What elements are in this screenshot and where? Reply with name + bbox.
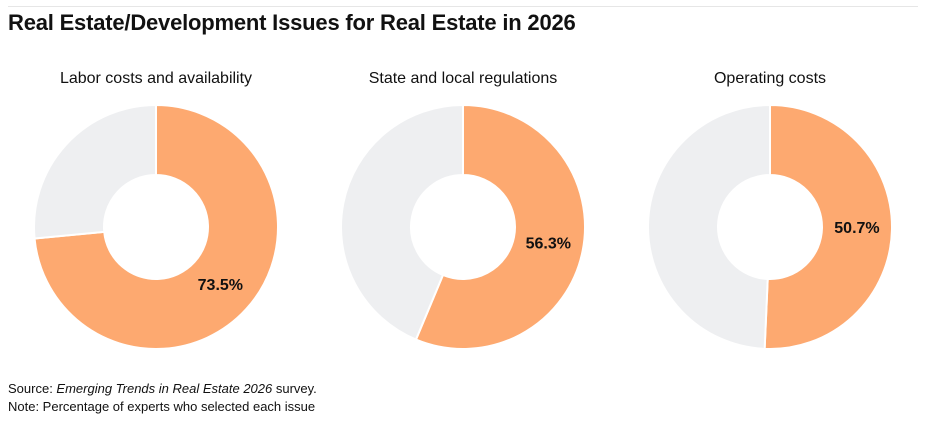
donut-title-regulations: State and local regulations [368,70,558,87]
source-suffix: survey. [272,381,317,396]
donut-chart-labor: Labor costs and availability 73.5% [6,66,306,356]
slice-value-label: 50.7% [834,220,879,237]
slice-remainder [340,103,464,341]
source-note: Source: Emerging Trends in Real Estate 2… [8,381,317,396]
slice-value [414,103,586,350]
slice-value [33,103,279,350]
slice-value-label: 56.3% [526,235,571,252]
top-divider [8,6,918,7]
donut-svg-labor: 73.5% [33,103,279,350]
donut-svg-regulations: 56.3% [340,103,586,350]
source-title: Emerging Trends in Real Estate 2026 [56,381,273,396]
donut-title-labor: Labor costs and availability [59,70,253,87]
donut-chart-regulations: State and local regulations 56.3% [313,66,613,356]
footer-note: Note: Percentage of experts who selected… [8,399,316,414]
donut-title-operating: Operating costs [713,70,827,87]
donut-svg-operating: 50.7% [647,103,893,350]
source-prefix: Source: [8,381,57,396]
slice-value [763,103,893,350]
donut-chart-operating: Operating costs 50.7% [620,66,920,356]
slice-remainder [647,103,771,350]
chart-title: Real Estate/Development Issues for Real … [8,10,576,35]
slice-value-label: 73.5% [198,277,243,294]
slice-remainder [33,103,157,240]
